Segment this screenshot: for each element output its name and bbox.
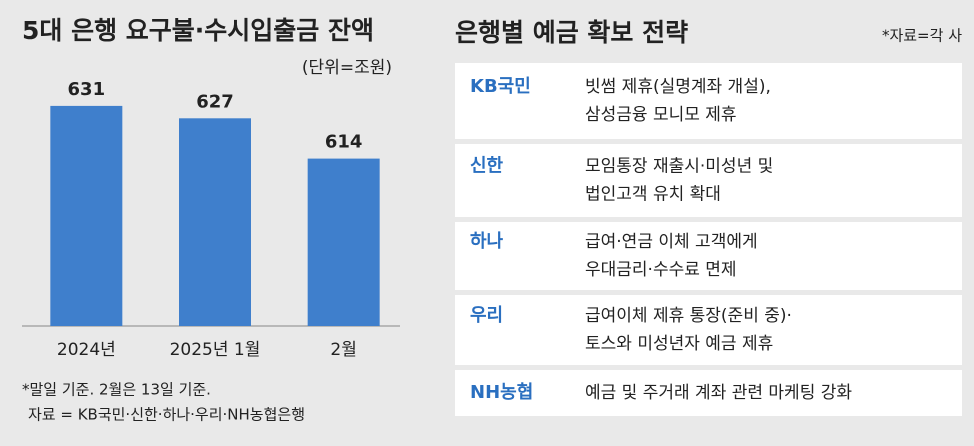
- strategy-text: 우대금리·수수료 면제: [585, 260, 737, 280]
- x-tick-label: 2월: [330, 340, 356, 360]
- strategy-text: 삼성금융 모니모 제휴: [585, 105, 737, 125]
- chart-title: 5대 은행 요구불·수시입출금 잔액: [22, 16, 374, 45]
- table-row: [455, 370, 962, 416]
- value-label: 614: [325, 132, 363, 153]
- bank-name: 하나: [470, 231, 504, 252]
- note: 자료 = KB국민·신한·하나·우리·NH농협은행: [28, 406, 305, 424]
- value-label: 631: [68, 79, 106, 100]
- table-row: [455, 144, 962, 217]
- bank-name: 우리: [470, 305, 503, 326]
- x-tick-label: 2024년: [57, 340, 116, 360]
- x-tick-label: 2025년 1월: [170, 340, 261, 360]
- bank-name: KB국민: [470, 76, 531, 97]
- bar: [179, 118, 251, 326]
- value-label: 627: [196, 91, 234, 112]
- strategy-text: 빗썸 제휴(실명계좌 개설),: [585, 77, 771, 97]
- strategy-text: 급여이체 제휴 통장(준비 중)·: [585, 306, 792, 326]
- strategy-text: 모임통장 재출시·미성년 및: [585, 157, 773, 177]
- strategy-text: 예금 및 주거래 계좌 관련 마케팅 강화: [585, 383, 852, 403]
- strategy-text: 법인고객 유치 확대: [585, 185, 721, 205]
- table-row: [455, 63, 962, 139]
- table-row: [455, 222, 962, 290]
- bank-name: NH농협: [470, 381, 533, 403]
- table-source: *자료=각 사: [882, 27, 962, 45]
- bar: [307, 158, 380, 326]
- table-title: 은행별 예금 확보 전략: [455, 18, 688, 47]
- bar: [50, 105, 123, 327]
- table-row: [455, 295, 962, 365]
- chart-subtitle: (단위=조원): [302, 58, 392, 78]
- bank-name: 신한: [470, 156, 504, 177]
- note: *말일 기준. 2월은 13일 기준.: [22, 381, 211, 399]
- strategy-text: 토스와 미성년자 예금 제휴: [585, 334, 773, 354]
- strategy-text: 급여·연금 이체 고객에게: [585, 232, 758, 252]
